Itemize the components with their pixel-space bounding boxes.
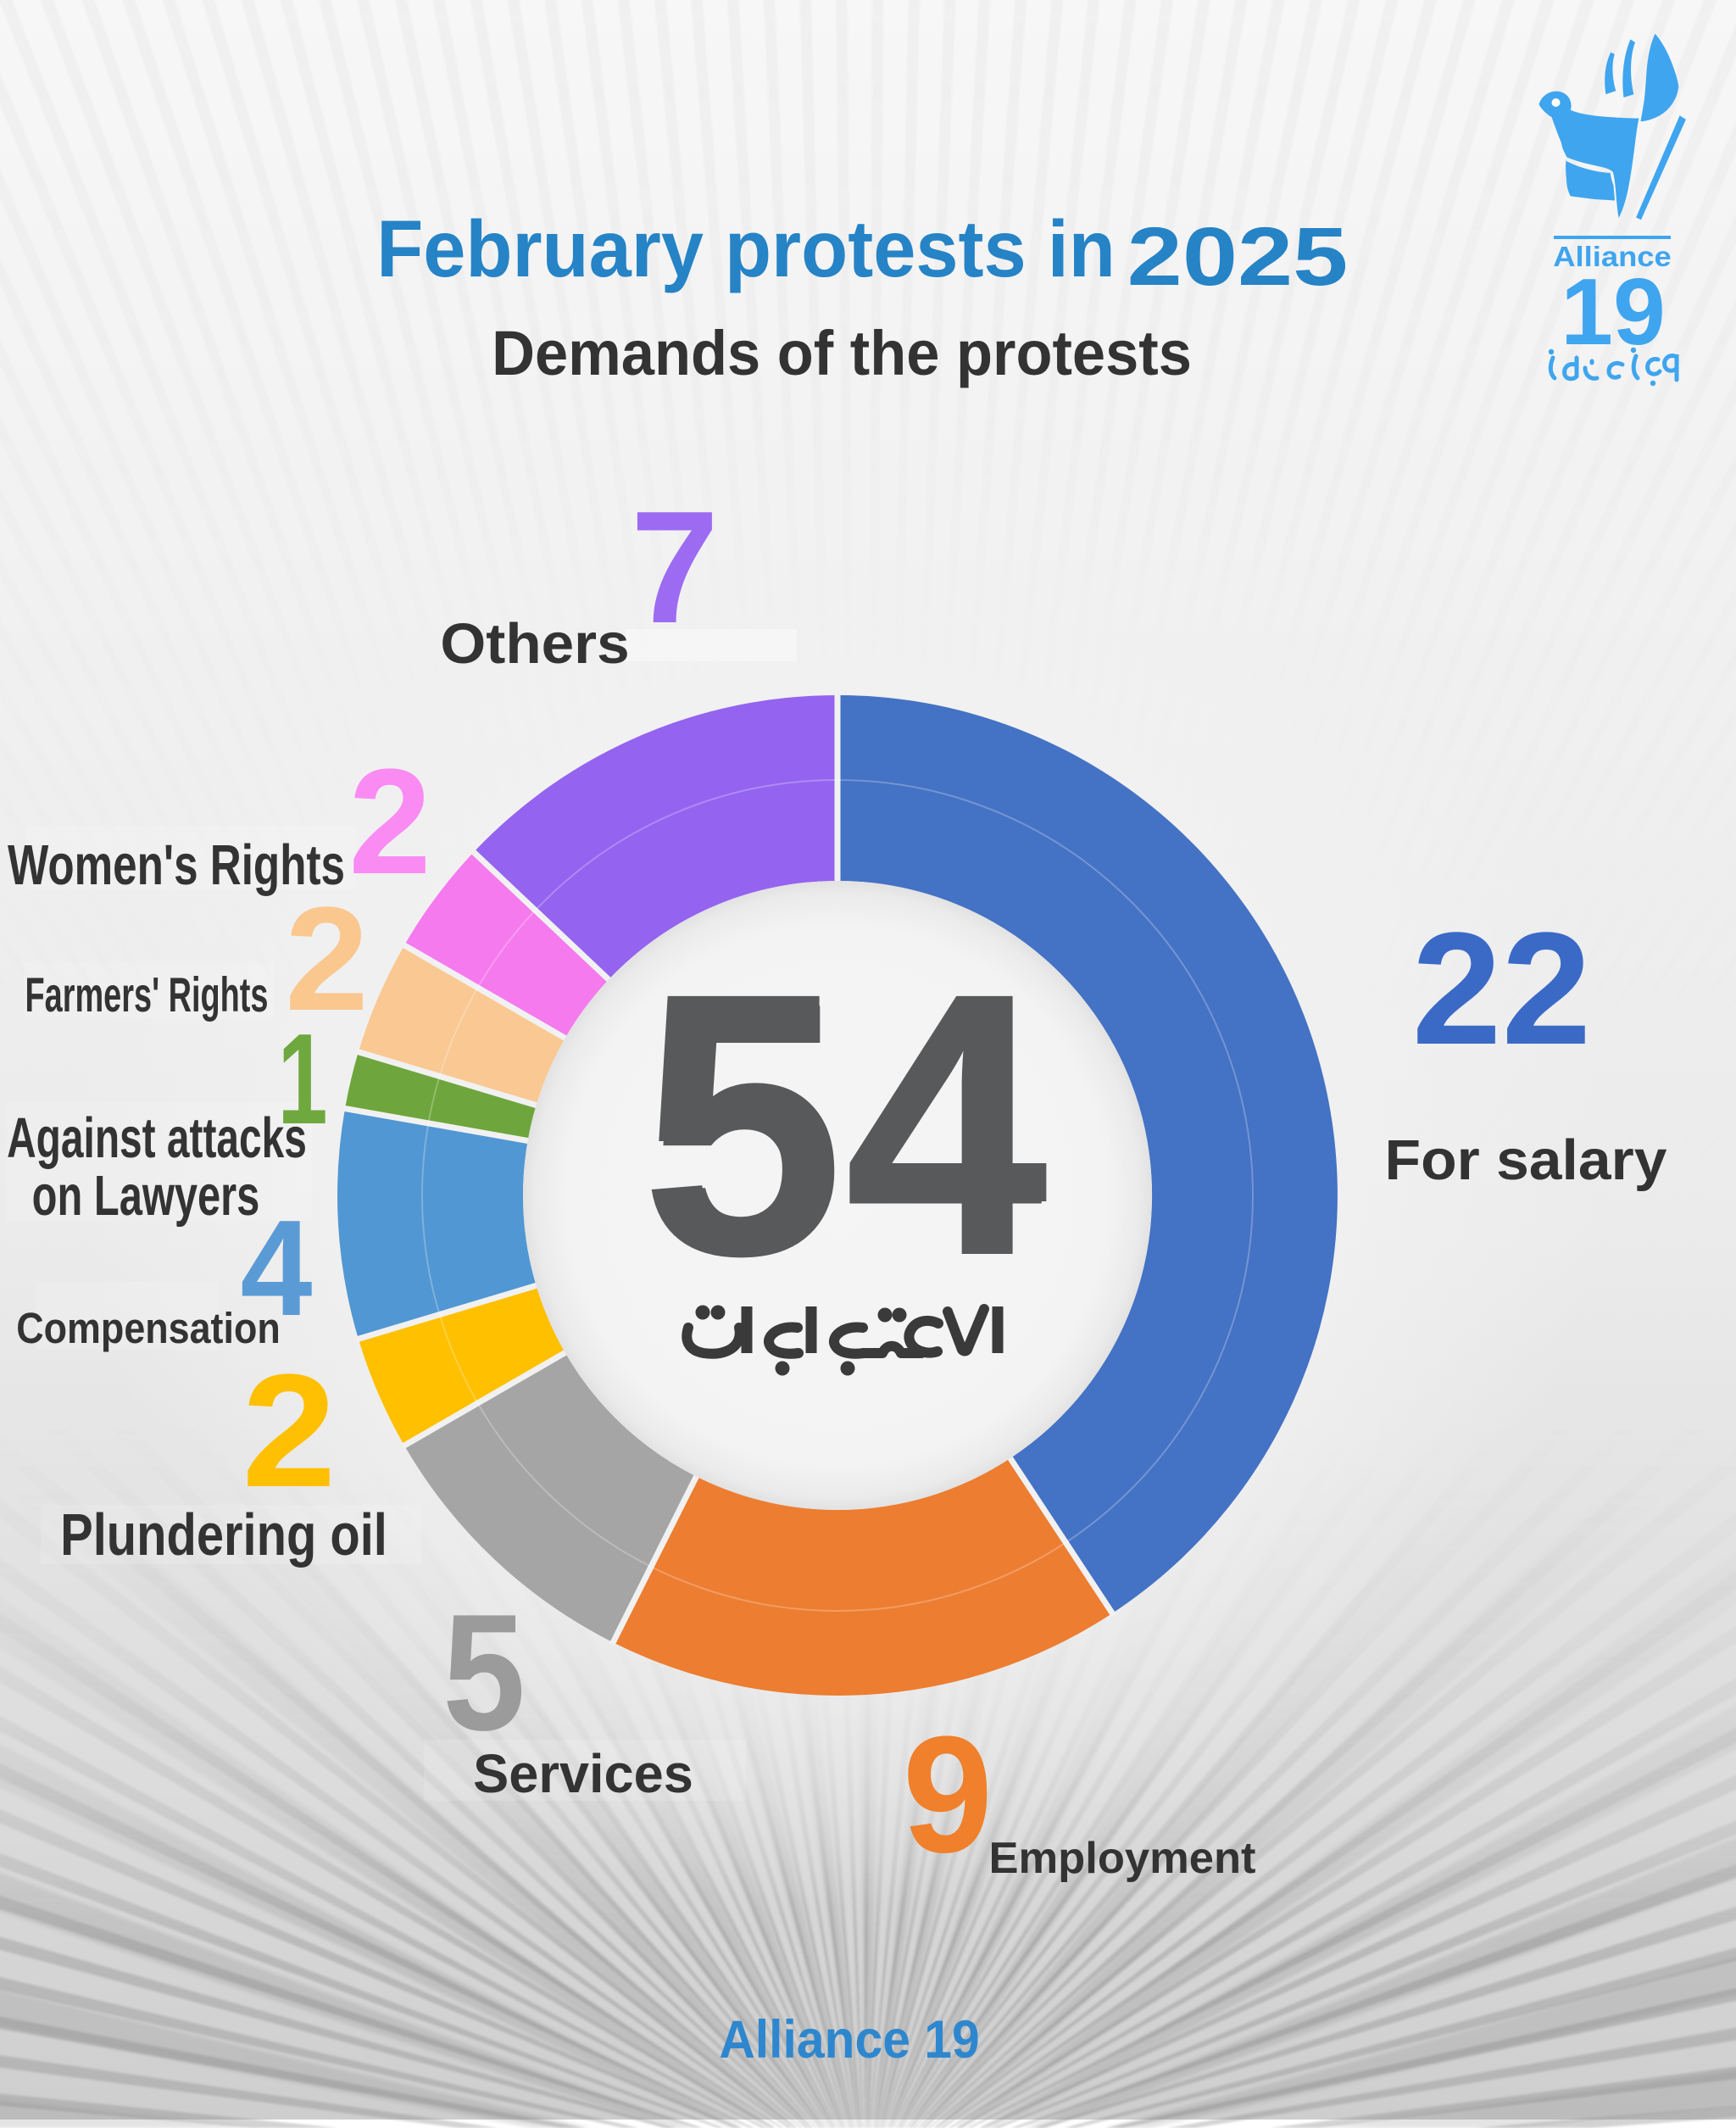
svg-text:Alliance 19: Alliance 19 <box>719 2009 979 2069</box>
svg-text:54: 54 <box>640 915 1050 1334</box>
svg-text:9: 9 <box>903 1702 993 1887</box>
svg-text:7: 7 <box>631 477 719 656</box>
svg-text:on Lawyers: on Lawyers <box>32 1165 260 1228</box>
svg-text:54: 54 <box>645 928 1046 1331</box>
svg-text:Women's Rights: Women's Rights <box>8 833 345 897</box>
svg-text:2025: 2025 <box>1127 210 1349 302</box>
svg-text:Farmers' Rights: Farmers' Rights <box>25 968 269 1022</box>
svg-text:4: 4 <box>241 1192 313 1345</box>
svg-text:2: 2 <box>242 1341 336 1521</box>
svg-text:For salary: For salary <box>1385 1128 1667 1192</box>
svg-text:19: 19 <box>1561 259 1666 365</box>
svg-text:Services: Services <box>473 1745 693 1804</box>
svg-text:2: 2 <box>285 877 369 1041</box>
svg-text:Others: Others <box>440 612 629 676</box>
svg-text:February protests in: February protests in <box>376 203 1116 293</box>
svg-text:Against attacks: Against attacks <box>7 1107 307 1169</box>
svg-text:2: 2 <box>348 738 431 905</box>
svg-text:22: 22 <box>1412 900 1592 1078</box>
svg-text:Demands of the protests: Demands of the protests <box>492 319 1192 388</box>
svg-text:Employment: Employment <box>988 1834 1255 1883</box>
svg-text:Compensation: Compensation <box>16 1306 281 1353</box>
svg-text:Plundering oil: Plundering oil <box>60 1501 387 1568</box>
svg-text:5: 5 <box>442 1580 526 1765</box>
svg-text:1: 1 <box>277 1006 327 1150</box>
svg-text:Alliance: Alliance <box>1553 242 1672 273</box>
